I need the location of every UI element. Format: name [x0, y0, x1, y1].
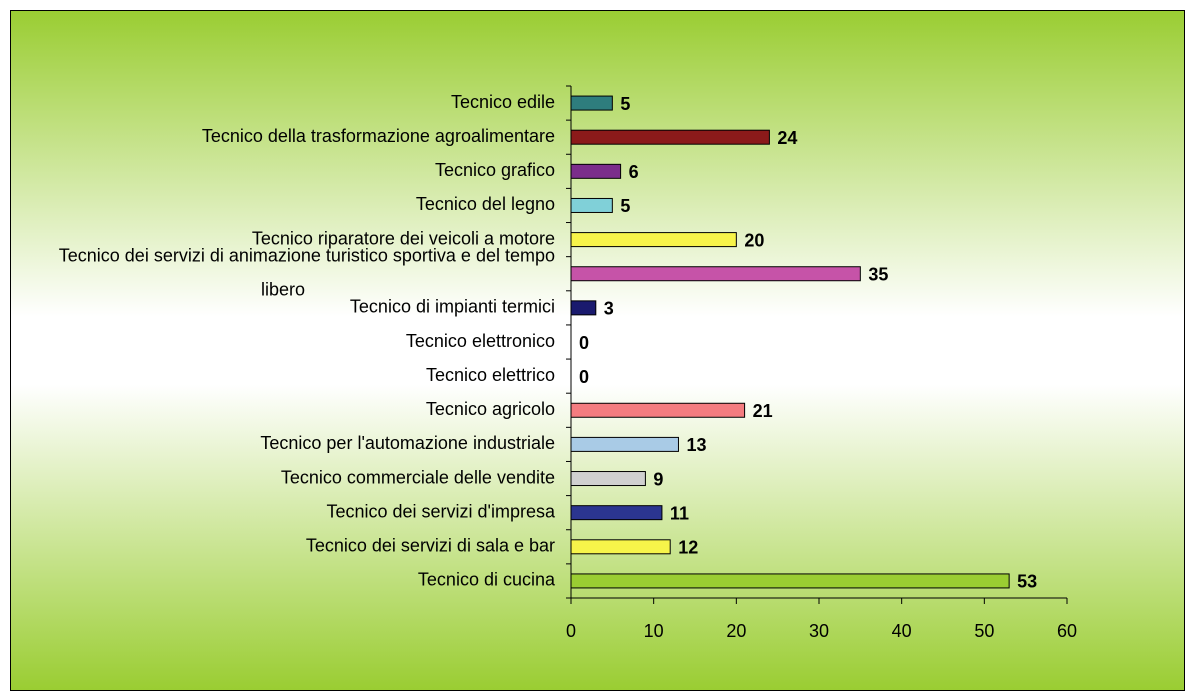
value-label: 0: [579, 333, 589, 353]
bar: [570, 163, 622, 179]
bar: [570, 573, 1010, 589]
value-label: 5: [620, 196, 630, 216]
y-tick-label: Tecnico elettronico: [406, 331, 555, 351]
y-tick-label: Tecnico dei servizi di sala e bar: [306, 536, 555, 556]
x-tick-label: 10: [644, 621, 664, 641]
value-label: 6: [629, 162, 639, 182]
bar: [570, 95, 613, 111]
x-tick-label: 0: [566, 621, 576, 641]
bar: [570, 232, 737, 248]
bar: [570, 402, 746, 418]
y-tick-label: Tecnico grafico: [435, 160, 555, 180]
y-tick-label: Tecnico per l'automazione industriale: [260, 433, 555, 453]
bar: [570, 300, 597, 316]
value-label: 13: [686, 435, 706, 455]
x-tick-label: 60: [1057, 621, 1077, 641]
y-tick-label: Tecnico della trasformazione agroaliment…: [202, 126, 555, 146]
value-label: 53: [1017, 572, 1037, 592]
value-label: 3: [604, 299, 614, 319]
y-tick-label: Tecnico commerciale delle vendite: [281, 467, 555, 487]
value-label: 12: [678, 538, 698, 558]
bar: [570, 471, 646, 487]
y-tick-label: Tecnico del legno: [416, 194, 555, 214]
value-label: 9: [653, 469, 663, 489]
value-label: 24: [777, 128, 797, 148]
y-tick-label: Tecnico di impianti termici: [350, 297, 555, 317]
value-label: 5: [620, 94, 630, 114]
bar: [570, 266, 861, 282]
y-tick-label: Tecnico dei servizi di animazione turist…: [59, 245, 555, 299]
chart-background: [10, 10, 1185, 691]
value-label: 0: [579, 367, 589, 387]
x-tick-label: 40: [892, 621, 912, 641]
x-tick-label: 30: [809, 621, 829, 641]
value-label: 11: [670, 503, 689, 523]
bar: [570, 539, 671, 555]
value-label: 21: [753, 401, 773, 421]
bar: [570, 129, 770, 145]
x-tick-label: 20: [726, 621, 746, 641]
y-tick-label: Tecnico agricolo: [426, 399, 555, 419]
bar: [570, 197, 613, 213]
bar: [570, 436, 679, 452]
y-tick-label: Tecnico di cucina: [418, 570, 556, 590]
y-tick-label: Tecnico dei servizi d'impresa: [326, 501, 556, 521]
y-tick-label: Tecnico edile: [451, 92, 555, 112]
y-tick-label: Tecnico riparatore dei veicoli a motore: [252, 228, 555, 248]
value-label: 20: [744, 230, 764, 250]
value-label: 35: [868, 264, 888, 284]
bar: [570, 505, 663, 521]
y-tick-label: Tecnico elettrico: [426, 365, 555, 385]
x-tick-label: 50: [974, 621, 994, 641]
